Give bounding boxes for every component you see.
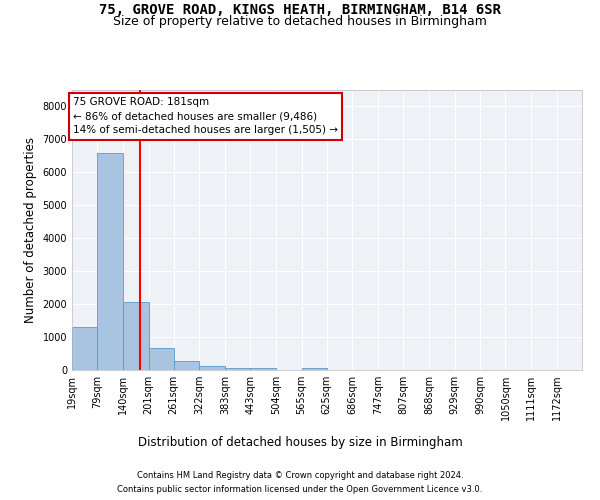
- Text: 75 GROVE ROAD: 181sqm
← 86% of detached houses are smaller (9,486)
14% of semi-d: 75 GROVE ROAD: 181sqm ← 86% of detached …: [73, 98, 338, 136]
- Bar: [174, 361, 199, 370]
- Bar: [199, 366, 225, 370]
- Text: Contains public sector information licensed under the Open Government Licence v3: Contains public sector information licen…: [118, 486, 482, 494]
- Bar: [302, 368, 327, 370]
- Text: Contains HM Land Registry data © Crown copyright and database right 2024.: Contains HM Land Registry data © Crown c…: [137, 472, 463, 480]
- Text: Size of property relative to detached houses in Birmingham: Size of property relative to detached ho…: [113, 15, 487, 28]
- Y-axis label: Number of detached properties: Number of detached properties: [24, 137, 37, 323]
- Bar: [97, 152, 123, 370]
- Bar: [149, 348, 174, 370]
- Text: 75, GROVE ROAD, KINGS HEATH, BIRMINGHAM, B14 6SR: 75, GROVE ROAD, KINGS HEATH, BIRMINGHAM,…: [99, 2, 501, 16]
- Bar: [250, 368, 276, 370]
- Text: Distribution of detached houses by size in Birmingham: Distribution of detached houses by size …: [137, 436, 463, 449]
- Bar: [123, 302, 149, 370]
- Bar: [72, 327, 97, 370]
- Bar: [225, 368, 250, 370]
